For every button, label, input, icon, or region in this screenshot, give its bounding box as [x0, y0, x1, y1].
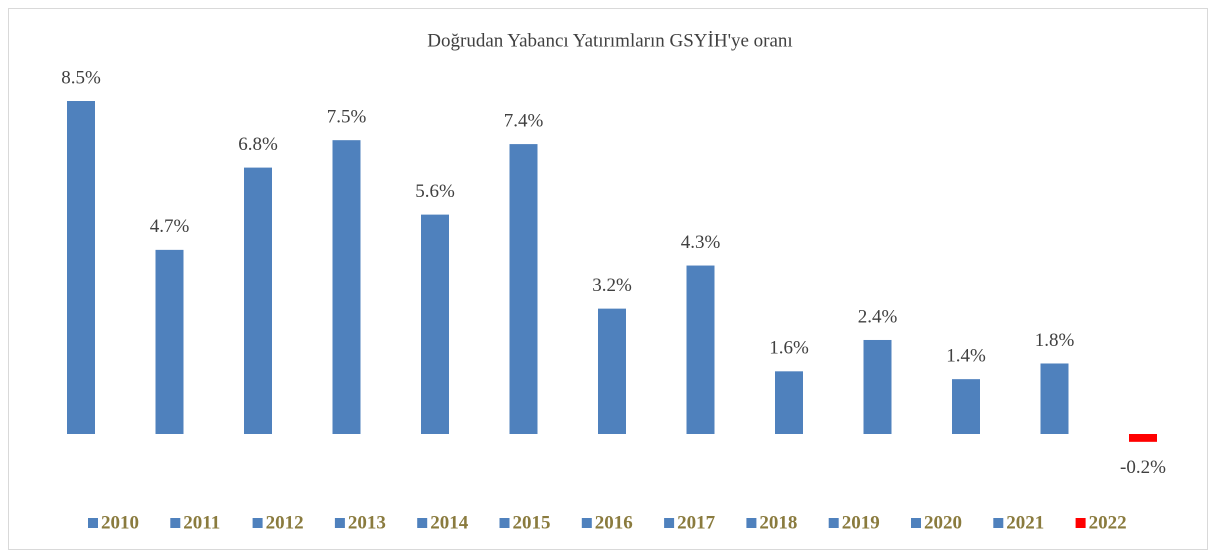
- legend-swatch: [911, 518, 921, 528]
- bar: [67, 101, 95, 434]
- legend-swatch: [664, 518, 675, 528]
- data-label: 4.7%: [150, 216, 190, 237]
- legend-label: 2019: [842, 512, 880, 533]
- legend-label: 2012: [266, 512, 304, 533]
- bar: [1129, 434, 1157, 442]
- legend-label: 2011: [183, 512, 220, 533]
- bar: [952, 379, 980, 434]
- legend-swatch: [252, 518, 263, 528]
- bar: [509, 144, 538, 434]
- bar: [1040, 363, 1069, 434]
- legend-label: 2018: [759, 512, 797, 533]
- data-label: 5.6%: [415, 181, 455, 202]
- data-label: -0.2%: [1120, 457, 1166, 478]
- bar: [332, 140, 361, 435]
- legend-swatch: [1075, 518, 1086, 528]
- data-label: 8.5%: [61, 67, 101, 88]
- legend-label: 2021: [1006, 512, 1044, 533]
- legend-label: 2020: [924, 512, 962, 533]
- bar: [686, 265, 715, 434]
- data-label: 7.4%: [504, 110, 544, 131]
- legend-swatch: [993, 518, 1004, 528]
- legend-label: 2014: [430, 512, 469, 533]
- data-label: 4.3%: [681, 232, 721, 253]
- legend-label: 2022: [1089, 512, 1127, 533]
- data-label: 1.6%: [769, 338, 809, 359]
- legend-label: 2016: [595, 512, 633, 533]
- legend-label: 2015: [513, 512, 551, 533]
- data-label: 1.4%: [946, 346, 986, 367]
- legend-swatch: [581, 518, 592, 528]
- legend-label: 2013: [348, 512, 386, 533]
- bar: [598, 308, 626, 434]
- legend-swatch: [334, 518, 345, 528]
- data-label: 3.2%: [592, 275, 632, 296]
- data-label: 7.5%: [327, 107, 367, 128]
- bar: [155, 249, 184, 434]
- legend-swatch: [828, 518, 839, 528]
- legend-swatch: [499, 518, 510, 528]
- legend-swatch: [88, 518, 98, 528]
- bar: [775, 371, 803, 434]
- bar: [244, 167, 272, 434]
- chart-frame: [8, 8, 1208, 550]
- legend-label: 2017: [677, 512, 716, 533]
- chart-title: Doğrudan Yabancı Yatırımların GSYİH'ye o…: [427, 30, 792, 51]
- bar: [421, 214, 449, 434]
- data-label: 6.8%: [238, 134, 278, 155]
- data-label: 1.8%: [1035, 330, 1075, 351]
- legend-swatch: [417, 518, 428, 528]
- legend-label: 2010: [101, 512, 139, 533]
- data-label: 2.4%: [858, 306, 898, 327]
- bar: [863, 339, 892, 434]
- legend-swatch: [746, 518, 757, 528]
- legend-swatch: [170, 518, 181, 528]
